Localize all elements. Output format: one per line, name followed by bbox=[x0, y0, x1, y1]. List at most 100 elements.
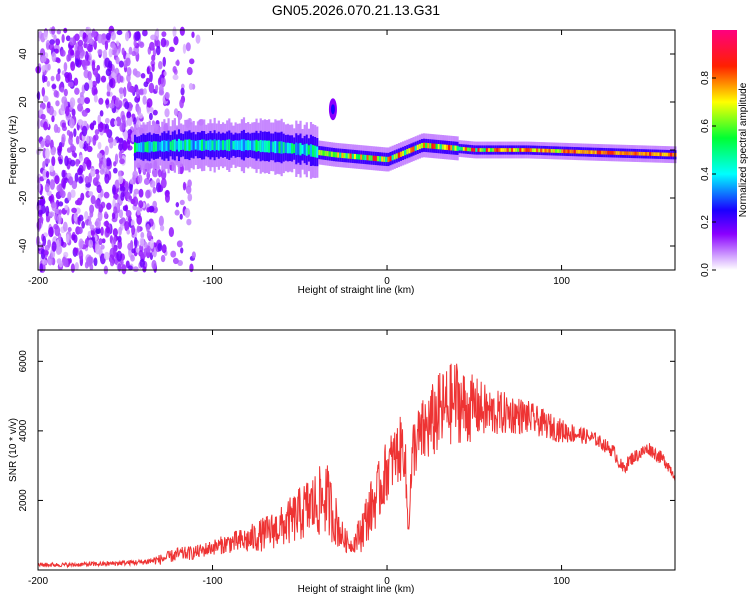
noise-speck bbox=[78, 154, 84, 162]
noise-speck bbox=[41, 65, 46, 72]
noise-speck bbox=[51, 51, 57, 63]
noise-speck bbox=[82, 32, 87, 40]
band-core bbox=[502, 148, 505, 152]
noise-speck bbox=[90, 167, 96, 177]
band-core bbox=[368, 155, 371, 161]
noise-speck bbox=[48, 211, 55, 218]
band-core bbox=[414, 145, 417, 151]
noise-speck bbox=[112, 139, 117, 147]
band-core bbox=[435, 143, 438, 150]
noise-speck bbox=[61, 122, 66, 128]
noise-speck bbox=[45, 135, 51, 144]
noise-speck bbox=[118, 218, 124, 225]
noise-speck bbox=[46, 101, 51, 109]
noise-speck bbox=[73, 212, 78, 223]
band-core bbox=[167, 139, 170, 152]
noise-speck bbox=[41, 87, 46, 97]
noise-speck bbox=[131, 224, 136, 236]
noise-speck bbox=[174, 209, 180, 216]
noise-speck bbox=[168, 46, 175, 53]
noise-speck bbox=[42, 259, 48, 265]
noise-speck bbox=[79, 53, 84, 59]
noise-speck bbox=[51, 156, 56, 167]
band-core bbox=[230, 140, 233, 151]
band-core bbox=[429, 143, 432, 149]
band-core bbox=[519, 148, 522, 152]
band-core bbox=[533, 148, 537, 153]
noise-speck bbox=[89, 210, 94, 218]
band-core bbox=[165, 140, 168, 151]
band-core bbox=[412, 146, 415, 152]
noise-speck bbox=[49, 39, 55, 46]
band-core bbox=[217, 139, 220, 151]
noise-speck bbox=[48, 226, 54, 238]
noise-speck bbox=[44, 245, 50, 251]
band-core bbox=[389, 155, 392, 162]
noise-speck bbox=[162, 56, 166, 67]
band-core bbox=[649, 152, 652, 156]
band-core bbox=[469, 147, 472, 152]
noise-speck bbox=[172, 26, 177, 38]
band-core bbox=[381, 156, 384, 162]
band-core bbox=[383, 156, 386, 162]
noise-speck bbox=[179, 26, 185, 36]
snr-x-tick-label: -100 bbox=[203, 576, 223, 587]
noise-speck bbox=[75, 158, 80, 167]
noise-speck bbox=[55, 38, 61, 46]
noise-speck bbox=[104, 128, 109, 134]
noise-speck bbox=[58, 260, 63, 268]
noise-speck bbox=[186, 67, 193, 76]
noise-speck bbox=[140, 252, 147, 259]
noise-speck bbox=[71, 150, 76, 157]
band-core bbox=[479, 148, 482, 152]
spectrogram-x-tick-label: -200 bbox=[28, 276, 48, 287]
band-core bbox=[561, 149, 564, 154]
noise-speck bbox=[106, 226, 111, 234]
noise-speck bbox=[70, 49, 75, 56]
noise-speck bbox=[67, 81, 74, 88]
band-core bbox=[171, 139, 174, 152]
noise-speck bbox=[87, 230, 92, 238]
band-core bbox=[280, 141, 283, 154]
noise-speck bbox=[100, 226, 104, 236]
band-core bbox=[538, 148, 541, 153]
band-core bbox=[554, 149, 558, 153]
band-core bbox=[242, 139, 246, 152]
noise-speck bbox=[138, 88, 145, 96]
noise-speck bbox=[77, 226, 83, 235]
noise-speck bbox=[136, 206, 141, 216]
noise-speck bbox=[172, 65, 177, 74]
noise-speck bbox=[146, 171, 151, 180]
band-core bbox=[337, 152, 340, 158]
noise-speck bbox=[68, 176, 74, 186]
band-core bbox=[594, 150, 597, 155]
band-core bbox=[307, 145, 311, 155]
noise-speck bbox=[172, 74, 179, 81]
noise-speck bbox=[105, 99, 110, 105]
noise-speck bbox=[40, 113, 46, 120]
band-core bbox=[299, 142, 302, 156]
band-core bbox=[586, 150, 589, 154]
noise-speck bbox=[84, 210, 89, 220]
noise-speck bbox=[81, 109, 88, 117]
band-core bbox=[515, 148, 518, 152]
noise-speck bbox=[49, 179, 56, 190]
noise-speck bbox=[53, 223, 59, 230]
noise-speck bbox=[138, 112, 144, 119]
noise-speck bbox=[53, 89, 59, 98]
noise-speck bbox=[66, 129, 71, 136]
noise-speck bbox=[121, 264, 127, 275]
noise-speck bbox=[143, 81, 149, 88]
noise-speck bbox=[97, 114, 101, 124]
noise-speck bbox=[146, 66, 150, 75]
band-core bbox=[278, 141, 281, 154]
noise-speck bbox=[95, 173, 100, 181]
band-core bbox=[328, 151, 331, 157]
noise-speck bbox=[155, 45, 161, 56]
band-core bbox=[263, 140, 267, 153]
noise-speck bbox=[164, 192, 170, 203]
noise-speck bbox=[82, 65, 86, 71]
snr-y-label: SNR (10 * v/v) bbox=[8, 418, 19, 482]
noise-speck bbox=[75, 135, 80, 145]
noise-speck bbox=[97, 121, 104, 133]
